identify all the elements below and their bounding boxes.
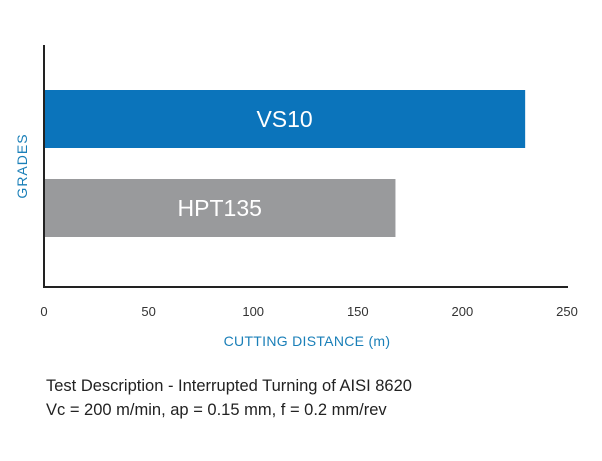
bar-hpt135	[45, 179, 396, 237]
x-tick-label: 50	[141, 304, 155, 319]
x-tick-labels: 0 50 100 150 200 250	[40, 304, 577, 319]
test-description-line-2: Vc = 200 m/min, ap = 0.15 mm, f = 0.2 mm…	[46, 401, 387, 419]
test-description: Test Description - Interrupted Turning o…	[46, 374, 412, 422]
bars-layer: VS10 HPT135	[45, 90, 526, 237]
x-tick-label: 150	[347, 304, 369, 319]
x-tick-label: 100	[242, 304, 264, 319]
x-tick-label: 200	[452, 304, 474, 319]
bar-label-vs10: VS10	[256, 106, 312, 132]
test-description-line-1: Test Description - Interrupted Turning o…	[46, 377, 412, 395]
y-axis-label: GRADES	[14, 133, 30, 198]
x-tick-label: 0	[40, 304, 47, 319]
bar-vs10	[45, 90, 526, 148]
x-axis-label: CUTTING DISTANCE (m)	[224, 333, 391, 349]
x-tick-label: 250	[556, 304, 578, 319]
bar-label-hpt135: HPT135	[178, 195, 262, 221]
